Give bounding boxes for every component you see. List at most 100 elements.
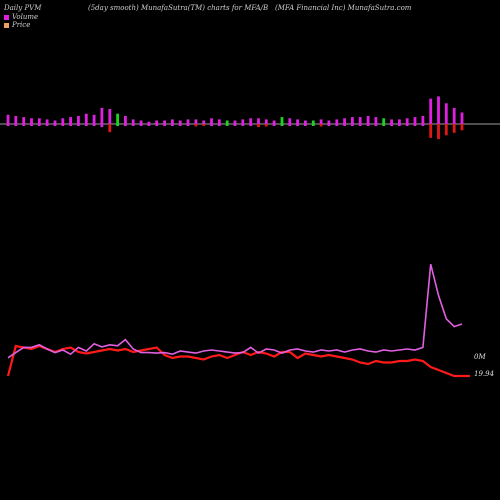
volume-bar bbox=[343, 118, 346, 125]
volume-bar-lower bbox=[444, 124, 448, 136]
volume-bar bbox=[92, 114, 96, 124]
volume-bar bbox=[163, 120, 166, 124]
volume-bar bbox=[241, 119, 245, 124]
volume-bar bbox=[178, 120, 182, 124]
volume-bar-lower bbox=[437, 124, 440, 140]
volume-bar-lower bbox=[77, 124, 80, 126]
volume-bar bbox=[139, 120, 143, 124]
volume-bar bbox=[437, 96, 440, 124]
volume-bar-lower bbox=[131, 124, 135, 126]
volume-bar-lower bbox=[241, 124, 245, 126]
volume-bar bbox=[249, 118, 253, 125]
volume-bar bbox=[304, 120, 307, 124]
volume-bar-lower bbox=[358, 124, 362, 126]
volume-bar bbox=[53, 120, 57, 124]
volume-bar-lower bbox=[296, 124, 299, 126]
volume-bar bbox=[413, 117, 417, 124]
volume-bar bbox=[444, 103, 448, 124]
volume-bar-lower bbox=[171, 124, 174, 126]
volume-bar bbox=[210, 118, 213, 125]
volume-bar bbox=[171, 119, 174, 124]
volume-bar-lower bbox=[272, 124, 276, 126]
volume-bar bbox=[100, 107, 104, 124]
volume-bar-lower bbox=[429, 124, 433, 138]
volume-bar-lower bbox=[210, 124, 213, 126]
volume-bar-lower bbox=[374, 124, 378, 126]
volume-bar bbox=[327, 120, 331, 124]
volume-bar bbox=[296, 119, 299, 124]
volume-bar bbox=[358, 117, 362, 124]
volume-bar bbox=[155, 120, 159, 124]
volume-bar bbox=[374, 117, 378, 124]
volume-bar bbox=[335, 119, 339, 124]
volume-bar bbox=[77, 116, 80, 124]
volume-bar bbox=[421, 116, 425, 124]
chart-header-left: Daily PVM bbox=[4, 4, 42, 12]
volume-bar-lower bbox=[155, 124, 159, 126]
volume-bar-lower bbox=[178, 124, 182, 126]
volume-bar bbox=[405, 118, 409, 125]
volume-bar-lower bbox=[194, 124, 198, 127]
volume-bar-lower bbox=[14, 124, 18, 126]
volume-bar-lower bbox=[343, 124, 346, 126]
volume-bar-lower bbox=[186, 124, 190, 126]
volume-bar-lower bbox=[405, 124, 409, 126]
legend-volume-label: Volume bbox=[12, 13, 39, 21]
volume-bar-lower bbox=[139, 124, 143, 126]
volume-bar-lower bbox=[460, 124, 464, 131]
volume-bar-lower bbox=[6, 124, 10, 126]
volume-bar-lower bbox=[116, 124, 119, 126]
volume-bar bbox=[61, 118, 65, 125]
volume-bar bbox=[217, 119, 221, 124]
volume-bar-lower bbox=[217, 124, 221, 126]
volume-bar-lower bbox=[366, 124, 370, 126]
volume-bar-lower bbox=[257, 124, 260, 128]
volume-bar bbox=[319, 119, 323, 124]
volume-bar bbox=[202, 120, 206, 124]
volume-bar-lower bbox=[147, 124, 151, 126]
volume-bar-lower bbox=[304, 124, 307, 126]
volume-bar bbox=[272, 120, 276, 124]
volume-bar bbox=[37, 118, 41, 125]
volume-bar-lower bbox=[202, 124, 206, 126]
volume-bar bbox=[264, 119, 268, 124]
volume-bar-lower bbox=[61, 124, 65, 126]
volume-bar-lower bbox=[398, 124, 401, 126]
volume-line bbox=[7, 264, 463, 359]
volume-bar-lower bbox=[413, 124, 417, 126]
volume-bar bbox=[452, 107, 456, 124]
volume-bar bbox=[351, 117, 354, 124]
volume-bar-lower bbox=[22, 124, 26, 126]
volume-bar-lower bbox=[311, 124, 315, 126]
volume-bar bbox=[45, 119, 49, 124]
volume-bar bbox=[233, 120, 237, 124]
volume-bar-lower bbox=[264, 124, 268, 127]
volume-bar bbox=[390, 119, 393, 124]
volume-bar-lower bbox=[335, 124, 339, 126]
volume-bar bbox=[186, 119, 190, 124]
legend-price-label: Price bbox=[12, 21, 31, 29]
chart-header-right: (MFA Financial Inc) MunafaSutra.com bbox=[275, 4, 412, 12]
volume-bar bbox=[108, 109, 112, 124]
volume-bar-lower bbox=[124, 124, 127, 126]
volume-bar bbox=[280, 117, 284, 124]
volume-bar-lower bbox=[84, 124, 88, 126]
volume-bar bbox=[6, 114, 10, 124]
volume-bar-lower bbox=[382, 124, 386, 126]
volume-bar-lower bbox=[225, 124, 229, 126]
volume-bar-lower bbox=[390, 124, 393, 126]
volume-bar bbox=[124, 116, 127, 124]
volume-bar bbox=[116, 113, 119, 124]
volume-bar bbox=[131, 119, 135, 124]
volume-bar-lower bbox=[327, 124, 331, 126]
volume-bar-lower bbox=[319, 124, 323, 127]
volume-bar-lower bbox=[53, 124, 57, 126]
volume-bar-lower bbox=[45, 124, 49, 126]
volume-bar-lower bbox=[37, 124, 41, 126]
volume-bar-lower bbox=[421, 124, 425, 126]
volume-bar-lower bbox=[452, 124, 456, 133]
volume-bar-lower bbox=[351, 124, 354, 126]
volume-bar bbox=[84, 113, 88, 124]
chart-header-center: (5day smooth) MunafaSutra(TM) charts for… bbox=[88, 4, 269, 12]
